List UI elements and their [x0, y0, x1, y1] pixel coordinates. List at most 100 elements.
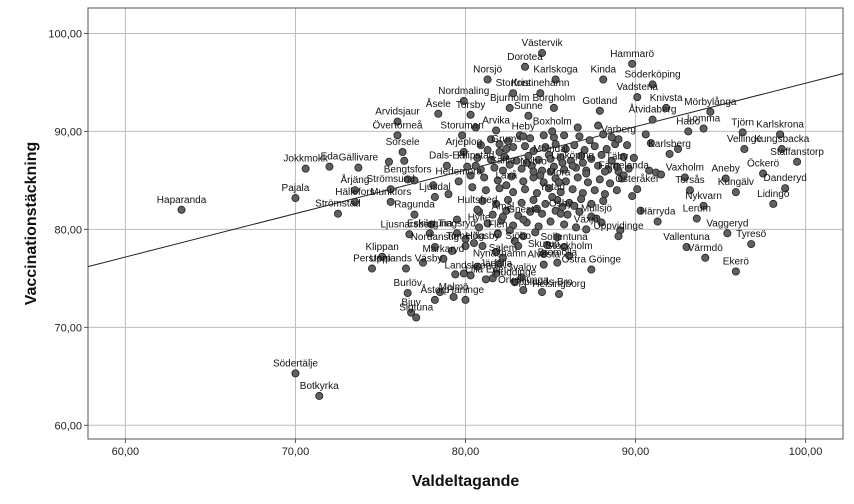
data-point: [507, 172, 516, 181]
data-point: [534, 222, 543, 231]
data-point: [524, 111, 533, 120]
data-point: [582, 225, 591, 234]
data-point: [473, 262, 482, 271]
data-point: [560, 243, 569, 252]
data-point: [594, 161, 603, 170]
x-axis-title: Valdeltagande: [412, 473, 520, 490]
data-point: [721, 174, 730, 183]
data-point: [403, 289, 412, 298]
point-label: Sunne: [514, 101, 543, 112]
data-point: [498, 166, 507, 175]
data-point: [539, 249, 548, 258]
data-point: [646, 139, 655, 148]
point-label: Örkelljunga: [498, 274, 549, 286]
point-label: Västervik: [521, 38, 563, 49]
data-point: [492, 247, 501, 256]
data-point: [301, 164, 310, 173]
data-point: [483, 75, 492, 84]
data-point: [759, 169, 768, 178]
point-label: Vaxholm: [666, 162, 704, 173]
point-label: Jokkmokk: [283, 154, 328, 165]
data-point: [291, 194, 300, 203]
point-label: Markaryd: [423, 244, 465, 255]
point-label: Gnesta: [507, 205, 540, 216]
data-point: [466, 171, 475, 180]
data-point: [641, 130, 650, 139]
data-point: [628, 59, 637, 68]
data-point: [471, 123, 480, 132]
data-point: [459, 147, 468, 156]
data-point: [538, 209, 547, 218]
data-point: [425, 229, 434, 238]
data-point: [636, 206, 645, 215]
y-tick-label: 100,00: [48, 28, 82, 40]
data-point: [592, 214, 601, 223]
point-label: Åsele: [426, 97, 451, 110]
data-point: [434, 109, 443, 118]
data-point: [495, 184, 504, 193]
data-point: [483, 219, 492, 228]
point-label: Burlöv: [394, 278, 422, 289]
point-label: Tyresö: [736, 229, 766, 240]
point-label: Norsjö: [473, 65, 502, 76]
data-point: [558, 158, 567, 167]
data-point: [555, 290, 564, 299]
point-label: Huddinge: [493, 267, 536, 278]
point-label: Öckerö: [747, 158, 780, 170]
data-point: [378, 252, 387, 261]
data-point: [521, 62, 530, 71]
point-label: Sorsele: [386, 137, 420, 148]
data-point: [529, 147, 538, 156]
point-label: Dorotea: [507, 52, 543, 63]
data-point: [473, 153, 482, 162]
point-label: Gällivare: [339, 153, 379, 164]
data-point: [546, 154, 555, 163]
data-point: [538, 288, 547, 297]
data-point: [568, 161, 577, 170]
data-point: [452, 229, 461, 238]
point-label: Stockholm: [546, 241, 593, 252]
data-point: [487, 135, 496, 144]
point-label: Staffanstorp: [770, 147, 824, 158]
data-point: [674, 145, 683, 154]
point-label: Laxå: [495, 169, 517, 181]
data-point: [548, 127, 557, 136]
data-point: [451, 270, 460, 279]
point-label: Nynäshamn: [473, 249, 526, 260]
data-point: [401, 264, 410, 273]
grid-lines: [88, 8, 843, 439]
data-point: [405, 230, 414, 239]
data-point: [386, 197, 395, 206]
data-point: [444, 190, 453, 199]
data-point: [504, 195, 513, 204]
point-label: Arvidsjaur: [375, 107, 420, 118]
data-point: [590, 186, 599, 195]
point-label: Munkfors: [370, 187, 411, 198]
data-point: [519, 177, 528, 186]
data-point: [476, 141, 485, 150]
data-point: [599, 75, 608, 84]
data-point: [519, 132, 528, 141]
point-label: Grums: [491, 134, 521, 145]
point-label: Skurup: [528, 239, 560, 250]
data-point: [505, 226, 514, 235]
point-label: Täby: [606, 152, 628, 163]
point-label: Danderyd: [764, 173, 807, 184]
data-point: [531, 228, 540, 237]
point-label: Bjurholm: [490, 93, 529, 104]
data-point: [684, 127, 693, 136]
data-point: [495, 259, 504, 268]
x-tick-label: 60,00: [112, 446, 140, 458]
data-point: [692, 214, 701, 223]
data-point: [502, 206, 511, 215]
data-point: [565, 251, 574, 260]
point-label: Åstorp: [420, 283, 449, 296]
data-point: [577, 195, 586, 204]
data-point: [498, 212, 507, 221]
point-label: Torsås: [675, 174, 704, 186]
y-tick-label: 70,00: [54, 322, 82, 334]
data-point: [510, 278, 519, 287]
point-label: Bengtsfors: [384, 164, 432, 175]
point-label: Övertorneå: [372, 119, 422, 131]
data-point: [539, 131, 548, 140]
